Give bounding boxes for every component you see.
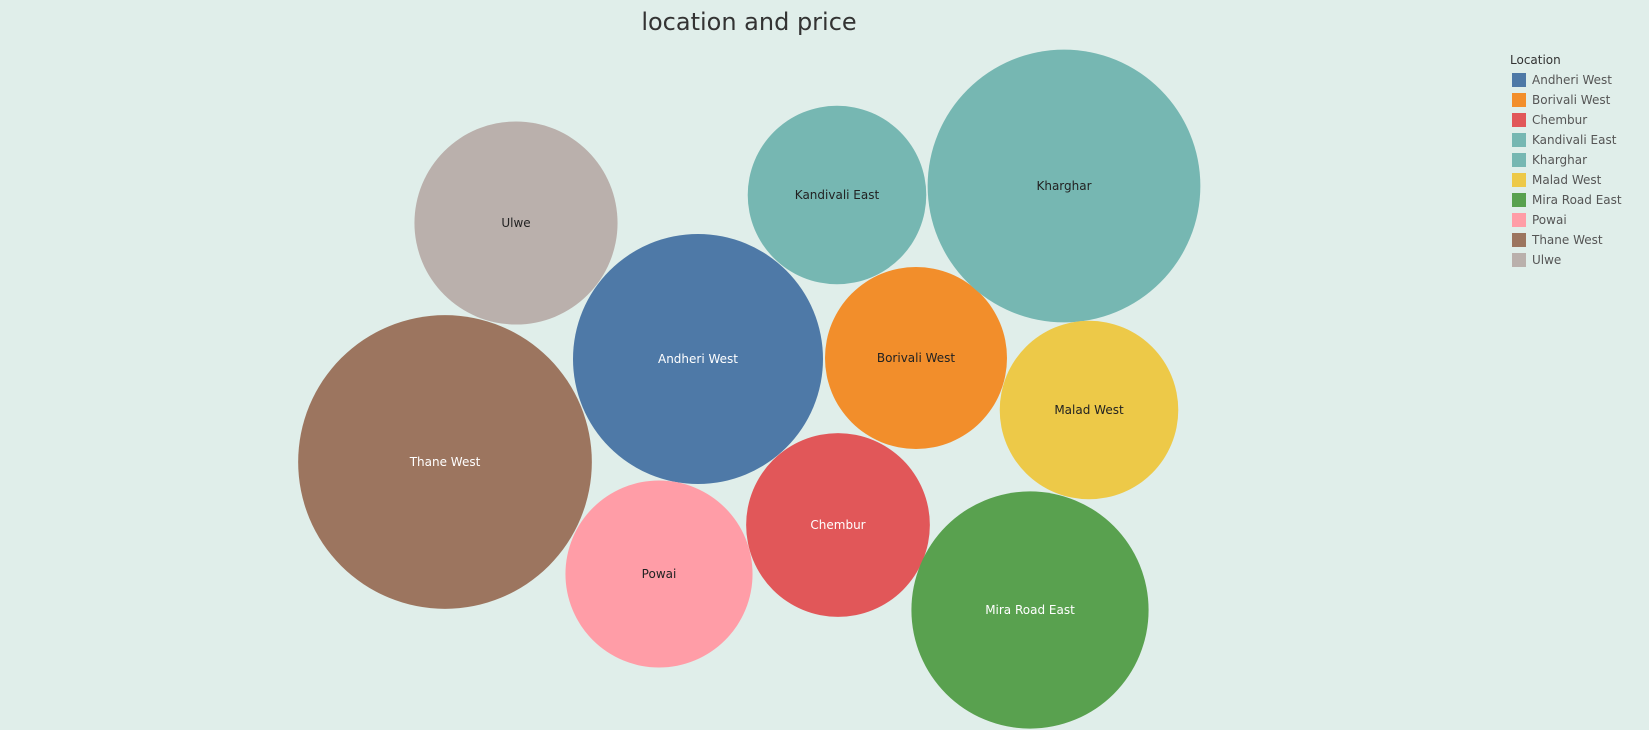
legend: Location Andheri West Borivali West Chembu… [1509, 53, 1645, 270]
bubble-circle[interactable] [565, 480, 753, 668]
bubble[interactable]: Andheri West [573, 234, 823, 484]
bubble[interactable]: Chembur [746, 433, 930, 617]
bubble-circle[interactable] [824, 266, 1008, 450]
legend-item[interactable]: Powai [1509, 210, 1645, 230]
legend-swatch [1512, 233, 1526, 247]
legend-item[interactable]: Ulwe [1509, 250, 1645, 270]
bubble-label: Kharghar [1036, 179, 1091, 193]
legend-item[interactable]: Kandivali East [1509, 130, 1645, 150]
bubble-circle[interactable] [927, 49, 1201, 323]
legend-swatch [1512, 73, 1526, 87]
legend-swatch [1512, 253, 1526, 267]
bubbles: Andheri West Borivali West Chembur Kandival… [298, 49, 1201, 729]
legend-swatch [1512, 153, 1526, 167]
legend-label: Andheri West [1532, 73, 1613, 87]
bubble[interactable]: Mira Road East [911, 491, 1149, 729]
legend-label: Ulwe [1532, 253, 1562, 267]
bubble-label: Andheri West [658, 352, 738, 366]
bubble-chart: Andheri West Borivali West Chembur Kandival… [298, 49, 1201, 729]
bubble-circle[interactable] [999, 320, 1179, 500]
legend-swatch [1512, 113, 1526, 127]
bubble-circle[interactable] [573, 234, 823, 484]
bubble-circle[interactable] [414, 121, 618, 325]
legend-item[interactable]: Malad West [1509, 170, 1645, 190]
bubble-circle[interactable] [747, 105, 927, 285]
legend-item[interactable]: Mira Road East [1509, 190, 1645, 210]
legend-swatch [1512, 93, 1526, 107]
bubble[interactable]: Borivali West [824, 266, 1008, 450]
legend-label: Malad West [1532, 173, 1602, 187]
bubble[interactable]: Thane West [298, 315, 592, 609]
bubble-label: Borivali West [877, 351, 956, 365]
legend-label: Chembur [1532, 113, 1588, 127]
legend-item[interactable]: Thane West [1509, 230, 1645, 250]
legend-label: Borivali West [1532, 93, 1611, 107]
legend-item[interactable]: Chembur [1509, 110, 1645, 130]
legend-items: Andheri West Borivali West Chembur Kandival… [1509, 70, 1645, 270]
legend-swatch [1512, 193, 1526, 207]
legend-swatch [1512, 213, 1526, 227]
legend-item[interactable]: Borivali West [1509, 90, 1645, 110]
bubble-circle[interactable] [746, 433, 930, 617]
chart-title: location and price [641, 8, 857, 36]
legend-label: Kharghar [1532, 153, 1588, 167]
bubble-label: Powai [642, 567, 677, 581]
legend-label: Kandivali East [1532, 133, 1617, 147]
legend-swatch [1512, 133, 1526, 147]
bubble-label: Mira Road East [985, 603, 1075, 617]
bubble-circle[interactable] [911, 491, 1149, 729]
legend-label: Thane West [1532, 233, 1603, 247]
bubble[interactable]: Malad West [999, 320, 1179, 500]
bubble[interactable]: Ulwe [414, 121, 618, 325]
bubble-label: Chembur [810, 518, 865, 532]
bubble[interactable]: Kandivali East [747, 105, 927, 285]
legend-label: Mira Road East [1532, 193, 1622, 207]
bubble-label: Thane West [409, 455, 481, 469]
bubble-label: Ulwe [501, 216, 530, 230]
bubble-circle[interactable] [298, 315, 592, 609]
legend-label: Powai [1532, 213, 1567, 227]
legend-swatch [1512, 173, 1526, 187]
bubble[interactable]: Powai [565, 480, 753, 668]
bubble-label: Kandivali East [795, 188, 880, 202]
bubble[interactable]: Kharghar [927, 49, 1201, 323]
legend-item[interactable]: Kharghar [1509, 150, 1645, 170]
legend-title: Location [1510, 53, 1561, 67]
legend-item[interactable]: Andheri West [1509, 70, 1645, 90]
bubble-label: Malad West [1054, 403, 1124, 417]
